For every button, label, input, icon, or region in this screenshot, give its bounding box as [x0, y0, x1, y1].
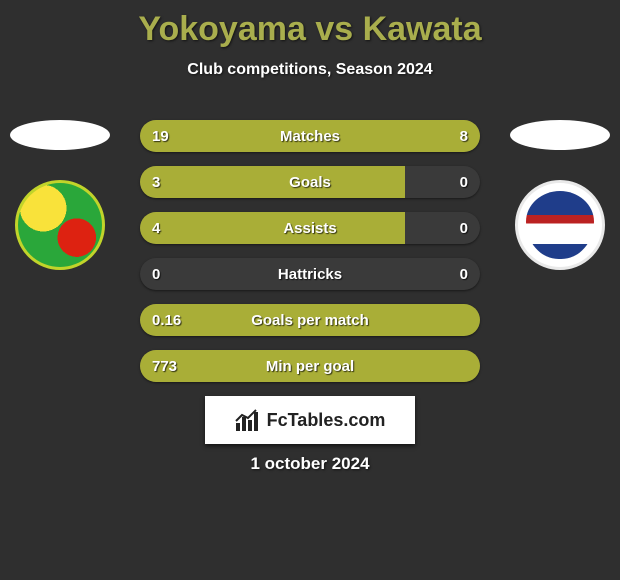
footer-date: 1 october 2024 — [0, 454, 620, 474]
stat-value-right: 0 — [460, 266, 468, 283]
stat-label: Assists — [283, 220, 336, 237]
stat-label: Goals per match — [251, 312, 369, 329]
subtitle: Club competitions, Season 2024 — [0, 61, 620, 79]
stat-value-left: 773 — [152, 358, 177, 375]
stat-value-left: 19 — [152, 128, 169, 145]
stat-row-assists: 4 Assists 0 — [140, 212, 480, 244]
stat-row-mpg: 773 Min per goal — [140, 350, 480, 382]
club-logo-left — [15, 180, 105, 270]
stat-label: Matches — [280, 128, 340, 145]
stat-row-matches: 19 Matches 8 — [140, 120, 480, 152]
bar-left — [140, 166, 405, 198]
stat-row-gpm: 0.16 Goals per match — [140, 304, 480, 336]
stat-label: Goals — [289, 174, 331, 191]
barchart-icon — [235, 409, 261, 431]
page-title: Yokoyama vs Kawata — [0, 0, 620, 49]
stat-value-right: 0 — [460, 220, 468, 237]
country-flag-left — [10, 120, 110, 150]
stat-value-left: 3 — [152, 174, 160, 191]
stat-value-left: 0 — [152, 266, 160, 283]
brand-text: FcTables.com — [267, 410, 386, 431]
player-left-badges — [5, 120, 115, 270]
club-logo-right — [515, 180, 605, 270]
stat-value-left: 0.16 — [152, 312, 181, 329]
stat-value-right: 8 — [460, 128, 468, 145]
stat-label: Min per goal — [266, 358, 354, 375]
stat-label: Hattricks — [278, 266, 342, 283]
stat-row-goals: 3 Goals 0 — [140, 166, 480, 198]
stats-panel: 19 Matches 8 3 Goals 0 4 Assists 0 0 Hat… — [140, 120, 480, 396]
bar-left — [140, 212, 405, 244]
player-right-badges — [505, 120, 615, 270]
stat-value-right: 0 — [460, 174, 468, 191]
stat-value-left: 4 — [152, 220, 160, 237]
country-flag-right — [510, 120, 610, 150]
bar-left — [140, 120, 378, 152]
stat-row-hattricks: 0 Hattricks 0 — [140, 258, 480, 290]
brand-logo[interactable]: FcTables.com — [205, 396, 415, 444]
